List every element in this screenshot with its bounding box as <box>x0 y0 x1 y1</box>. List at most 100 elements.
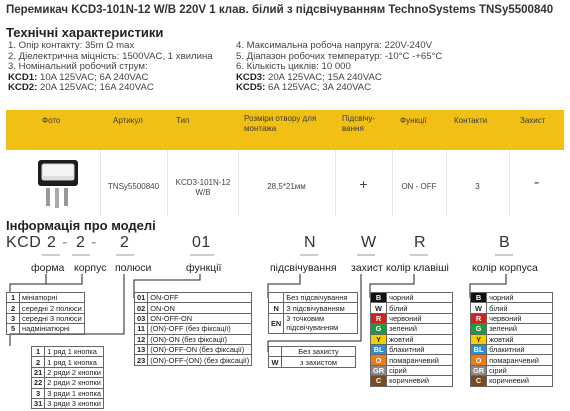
color-swatch: R <box>469 312 488 325</box>
table-row: Без захисту <box>268 345 356 358</box>
color-swatch: W <box>369 302 388 314</box>
col-divider <box>509 150 510 216</box>
color-swatch: BL <box>369 343 388 356</box>
spec-rated-line: KCD5: 6A 125VAC; 3A 240VAC <box>236 82 372 94</box>
color-swatch: C <box>369 375 388 387</box>
color-name: жовтий <box>386 333 454 345</box>
switch-photo <box>38 160 78 208</box>
color-swatch: Y <box>369 333 388 345</box>
table-row: 1 мініатюрні <box>6 291 85 304</box>
cell-protection: - <box>533 174 540 191</box>
code-dash: - <box>91 234 97 251</box>
col-divider <box>167 150 168 216</box>
spec-line: 5. Діапазон робочих температур: -10°C -+… <box>236 50 443 62</box>
color-name: сірий <box>386 364 454 377</box>
color-name: чорний <box>386 291 454 304</box>
field-label-poles: полюси <box>115 262 152 274</box>
table-row: 03 ON-OFF-ON <box>133 312 253 325</box>
color-name: червоний <box>486 312 554 325</box>
color-name: блакитний <box>486 343 554 356</box>
table-row: 13 (ON)-OFF-ON (без фіксації) <box>133 343 253 356</box>
code-underline <box>190 254 214 256</box>
spec-line: 2. Діелектрична міцність: 1500VAC, 1 хви… <box>8 50 213 62</box>
table-row: BL блакитний <box>369 343 454 356</box>
specs-left: 1. Опір контакту: 35m Ω max 2. Діелектри… <box>8 40 213 94</box>
cell-size: 28,5*21мм <box>267 182 306 191</box>
table-row: 2 середні 2 полюси <box>6 302 85 314</box>
color-swatch: B <box>469 291 488 304</box>
color-name: сірий <box>486 364 554 377</box>
specs-right: 4. Максимальна робоча напруга: 220V-240V… <box>236 40 443 94</box>
color-swatch: GR <box>469 364 488 377</box>
field-label-protection: захист <box>351 262 383 274</box>
spec-line: 1. Опір контакту: 35m Ω max <box>8 40 135 51</box>
color-name: червоний <box>386 312 454 325</box>
col-divider <box>335 150 336 216</box>
cell-illum: + <box>359 176 368 192</box>
table-row: 02 ON-ON <box>133 302 253 314</box>
color-name: білий <box>386 302 454 314</box>
col-header-article: Артикул <box>113 116 143 125</box>
model-code-bodycolor: B <box>499 234 511 251</box>
model-code-shape: 2 <box>47 234 57 251</box>
spec-line: 6. Кількість циклів: 10 000 <box>236 61 351 73</box>
color-name: коричневий <box>486 375 554 387</box>
col-header-photo: Фото <box>42 116 61 125</box>
col-header-illum: Підсвічу-вання <box>342 114 376 133</box>
table-row: 5 надмініатюрні <box>6 323 85 335</box>
color-name: чорний <box>486 291 554 304</box>
color-name: помаранчевий <box>486 354 554 366</box>
page-title: Перемикач KCD3-101N-12 W/B 220V 1 клав. … <box>6 4 554 16</box>
color-name: зелений <box>486 323 554 335</box>
color-swatch: O <box>369 354 388 366</box>
color-swatch: B <box>369 291 388 304</box>
field-label-keycolor: колір клавіші <box>386 262 449 274</box>
field-label-illum: підсвічування <box>270 262 337 274</box>
color-swatch: O <box>469 354 488 366</box>
code-underline <box>72 254 90 256</box>
cell-article: TNSy5500840 <box>107 182 160 191</box>
table-row: 21 2 ряди 2 кнопки <box>30 366 105 379</box>
spec-line: 3. Номінальний робочий струм: <box>8 61 148 73</box>
color-name: білий <box>486 302 554 314</box>
color-name: блакитний <box>386 343 454 356</box>
color-swatch: C <box>469 375 488 387</box>
color-swatch: G <box>369 323 388 335</box>
color-swatch: GR <box>369 364 388 377</box>
col-divider <box>100 150 101 216</box>
code-underline <box>410 254 428 256</box>
model-code-poles: 2 <box>120 234 130 251</box>
field-label-bodycolor: колір корпуса <box>472 262 538 274</box>
table-row: GR сірий <box>469 364 554 377</box>
col-header-size: Розміри отвору для монтажа <box>244 114 317 133</box>
spec-rated-line: KCD1: 10A 125VAC; 6A 240VAC <box>8 71 149 83</box>
table-row: 01 ON-OFF <box>133 291 253 304</box>
col-divider <box>446 150 447 216</box>
shape-table: 1 мініатюрні 2 середні 2 полюси 3 середні 3… <box>6 291 85 335</box>
table-row: EN 3 точковим підсвічуванням <box>267 312 359 334</box>
code-underline <box>357 254 375 256</box>
model-code-functions: 01 <box>192 234 211 251</box>
specs-heading: Технічні характеристики <box>6 25 164 40</box>
table-row: BL блакитний <box>469 343 554 356</box>
code-dash: - <box>62 234 68 251</box>
code-underline <box>300 254 318 256</box>
col-header-protection: Захист <box>520 116 546 125</box>
color-swatch: W <box>469 302 488 314</box>
